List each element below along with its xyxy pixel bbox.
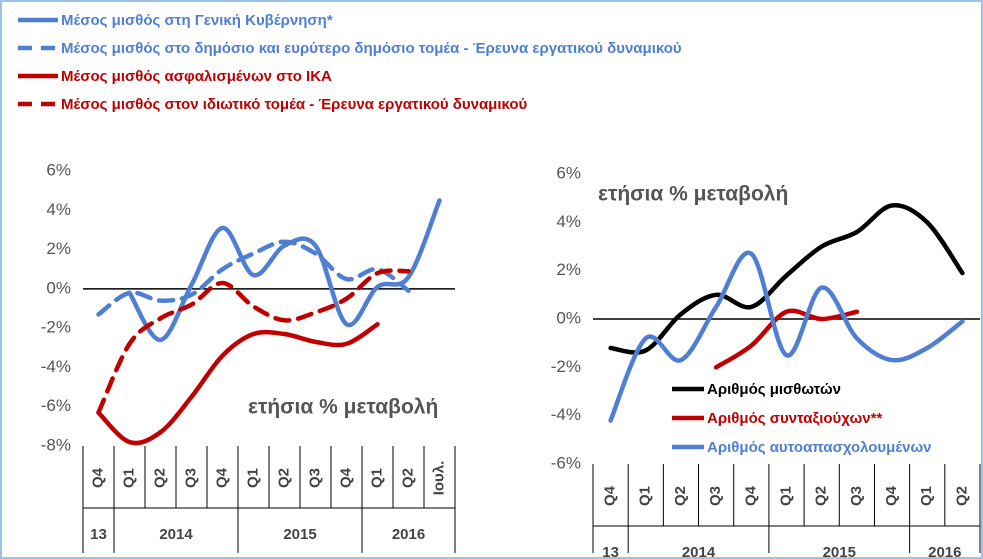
y-tick-label: 6% bbox=[556, 163, 581, 182]
series-line bbox=[608, 202, 965, 355]
x-tick-label: Q2 bbox=[399, 468, 416, 488]
year-label: 13 bbox=[90, 526, 107, 543]
y-tick-label: 0% bbox=[46, 278, 71, 297]
x-tick-label: Q1 bbox=[368, 468, 385, 488]
y-tick-label: -2% bbox=[41, 318, 71, 337]
year-label: 13 bbox=[602, 544, 619, 559]
x-tick-label: Q3 bbox=[707, 486, 724, 506]
y-tick-label: 2% bbox=[556, 260, 581, 279]
x-tick-label: Q1 bbox=[777, 486, 794, 506]
x-tick-label: Q4 bbox=[213, 467, 230, 488]
x-tick-label: Q1 bbox=[244, 468, 261, 488]
year-label: 2016 bbox=[392, 526, 425, 543]
x-tick-label: Q1 bbox=[918, 486, 935, 506]
x-tick-label: Q2 bbox=[813, 486, 830, 506]
x-tick-label: Q2 bbox=[275, 468, 292, 488]
y-tick-label: 4% bbox=[46, 200, 71, 219]
y-tick-label: -8% bbox=[41, 435, 71, 454]
x-tick-label: Q1 bbox=[637, 486, 654, 506]
x-tick-label: Ιουλ. bbox=[430, 461, 447, 496]
series-line bbox=[96, 268, 411, 415]
x-tick-label: Q2 bbox=[151, 468, 168, 488]
y-tick-label: -4% bbox=[41, 357, 71, 376]
x-tick-label: Q4 bbox=[89, 467, 106, 488]
x-tick-label: Q3 bbox=[182, 468, 199, 488]
year-label: 2015 bbox=[283, 526, 316, 543]
legend-label: Αριθμός συνταξιούχων** bbox=[707, 410, 882, 427]
year-label: 2014 bbox=[159, 526, 193, 543]
legend-label: Αριθμός αυτοαπασχολουμένων bbox=[707, 439, 931, 456]
x-tick-label: Q1 bbox=[120, 468, 137, 488]
legend-label: Μέσος μισθός στον ιδιωτικό τομέα - Έρευν… bbox=[61, 96, 528, 113]
y-tick-label: -2% bbox=[551, 357, 581, 376]
legend-label: Μέσος μισθός στο δημόσιο και ευρύτερο δη… bbox=[61, 40, 682, 57]
y-tick-label: 4% bbox=[556, 212, 581, 231]
annotation: ετήσια % μεταβολή bbox=[598, 183, 788, 206]
year-label: 2014 bbox=[682, 544, 716, 559]
annotation: ετήσια % μεταβολή bbox=[248, 396, 438, 419]
x-tick-label: Q4 bbox=[602, 485, 619, 506]
x-tick-label: Q3 bbox=[848, 486, 865, 506]
series-line bbox=[127, 198, 442, 343]
year-label: 2016 bbox=[928, 544, 961, 559]
year-label: 2015 bbox=[823, 544, 856, 559]
series-line bbox=[96, 321, 380, 446]
y-tick-label: 2% bbox=[46, 239, 71, 258]
x-tick-label: Q4 bbox=[337, 467, 354, 488]
x-tick-label: Q4 bbox=[883, 485, 900, 506]
legend-label: Αριθμός μισθωτών bbox=[707, 381, 841, 398]
y-tick-label: -6% bbox=[41, 396, 71, 415]
series-line bbox=[608, 250, 965, 423]
y-tick-label: 0% bbox=[556, 308, 581, 327]
x-tick-label: Q4 bbox=[742, 485, 759, 506]
legend-label: Μέσος μισθός ασφαλισμένων στο ΙΚΑ bbox=[61, 68, 332, 85]
legend-label: Μέσος μισθός στη Γενική Κυβέρνηση* bbox=[61, 12, 333, 29]
y-tick-label: 6% bbox=[46, 160, 71, 179]
y-tick-label: -4% bbox=[551, 405, 581, 424]
y-tick-label: -6% bbox=[551, 453, 581, 472]
x-tick-label: Q3 bbox=[306, 468, 323, 488]
series-line bbox=[713, 308, 860, 370]
series-line bbox=[96, 239, 411, 317]
x-tick-label: Q2 bbox=[953, 486, 970, 506]
x-tick-label: Q2 bbox=[672, 486, 689, 506]
